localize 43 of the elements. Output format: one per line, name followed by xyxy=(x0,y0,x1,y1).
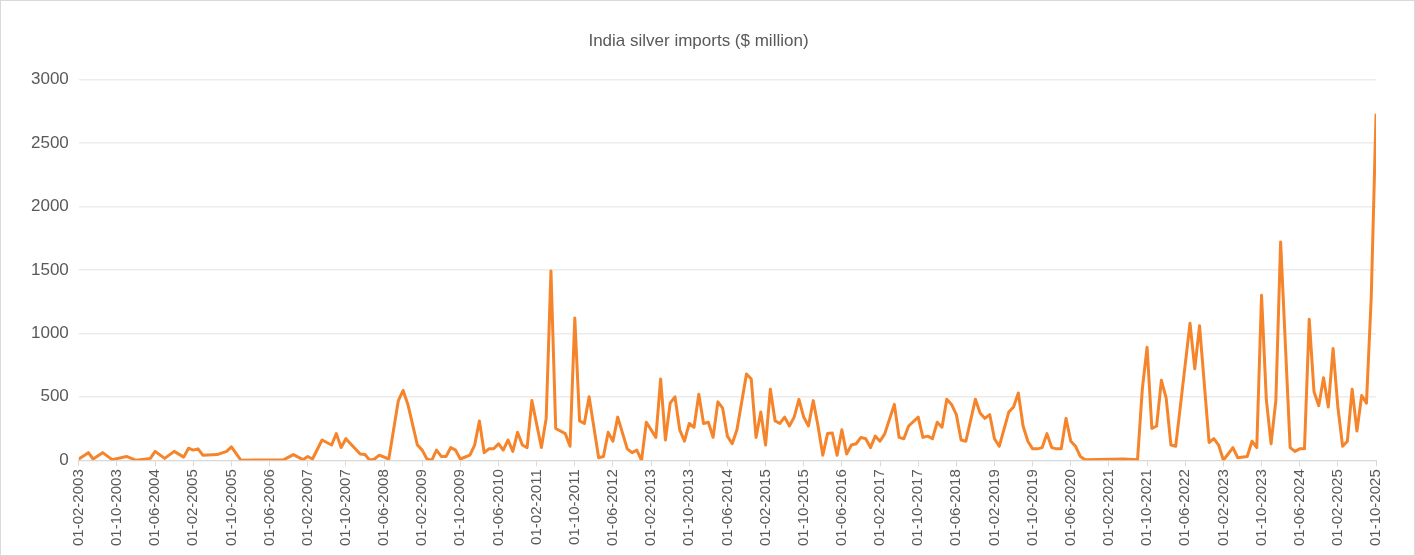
x-tick-label: 01-10-2013 xyxy=(679,469,697,547)
x-tick-label: 01-02-2025 xyxy=(1327,469,1345,547)
x-tick-label: 01-10-2015 xyxy=(793,469,811,547)
x-tick-label: 01-06-2024 xyxy=(1289,469,1307,547)
x-tick-label: 01-10-2009 xyxy=(450,469,468,547)
x-tick-label: 01-02-2015 xyxy=(755,469,773,547)
x-tick-label: 01-10-2003 xyxy=(107,469,125,547)
x-tick-label: 01-06-2004 xyxy=(145,469,163,547)
x-tick-label: 01-02-2013 xyxy=(641,469,659,547)
x-tick-label: 01-10-2005 xyxy=(221,469,239,547)
chart-title: India silver imports ($ million) xyxy=(588,30,809,50)
y-tick-label: 0 xyxy=(59,449,69,469)
x-tick-label: 01-06-2006 xyxy=(259,469,277,547)
x-tick-label: 01-10-2021 xyxy=(1137,469,1155,547)
x-tick-label: 01-06-2012 xyxy=(603,469,621,547)
y-tick-label: 500 xyxy=(40,386,69,406)
x-tick-label: 01-06-2018 xyxy=(946,469,964,547)
x-tick-label: 01-10-2007 xyxy=(336,469,354,547)
x-tick-label: 01-10-2023 xyxy=(1251,469,1269,547)
x-tick-label: 01-06-2008 xyxy=(374,469,392,547)
x-tick-label: 01-02-2005 xyxy=(183,469,201,547)
x-tick-label: 01-06-2016 xyxy=(832,469,850,547)
x-tick-label: 01-06-2020 xyxy=(1060,469,1078,547)
x-tick-label: 01-02-2011 xyxy=(526,469,544,545)
x-tick-label: 01-10-2019 xyxy=(1022,469,1040,547)
x-tick-label: 01-02-2007 xyxy=(297,469,315,547)
y-tick-label: 2000 xyxy=(30,196,69,216)
x-tick-label: 01-02-2003 xyxy=(68,469,86,547)
y-tick-label: 1500 xyxy=(30,259,69,279)
x-tick-label: 01-10-2011 xyxy=(564,469,582,545)
x-tick-label: 01-02-2021 xyxy=(1099,469,1117,547)
x-tick-label: 01-06-2022 xyxy=(1175,469,1193,547)
x-tick-label: 01-06-2014 xyxy=(717,469,735,547)
x-tick-label: 01-02-2019 xyxy=(984,469,1002,547)
x-tick-label: 01-02-2023 xyxy=(1213,469,1231,547)
x-tick-label: 01-02-2009 xyxy=(412,469,430,547)
x-tick-label: 01-06-2010 xyxy=(488,469,506,547)
y-tick-label: 2500 xyxy=(30,132,69,152)
x-tick-label: 01-10-2017 xyxy=(908,469,926,547)
y-tick-label: 1000 xyxy=(30,323,69,342)
y-tick-label: 3000 xyxy=(30,69,69,89)
x-tick-label: 01-02-2017 xyxy=(870,469,888,547)
x-tick-label: 01-10-2025 xyxy=(1366,469,1384,547)
